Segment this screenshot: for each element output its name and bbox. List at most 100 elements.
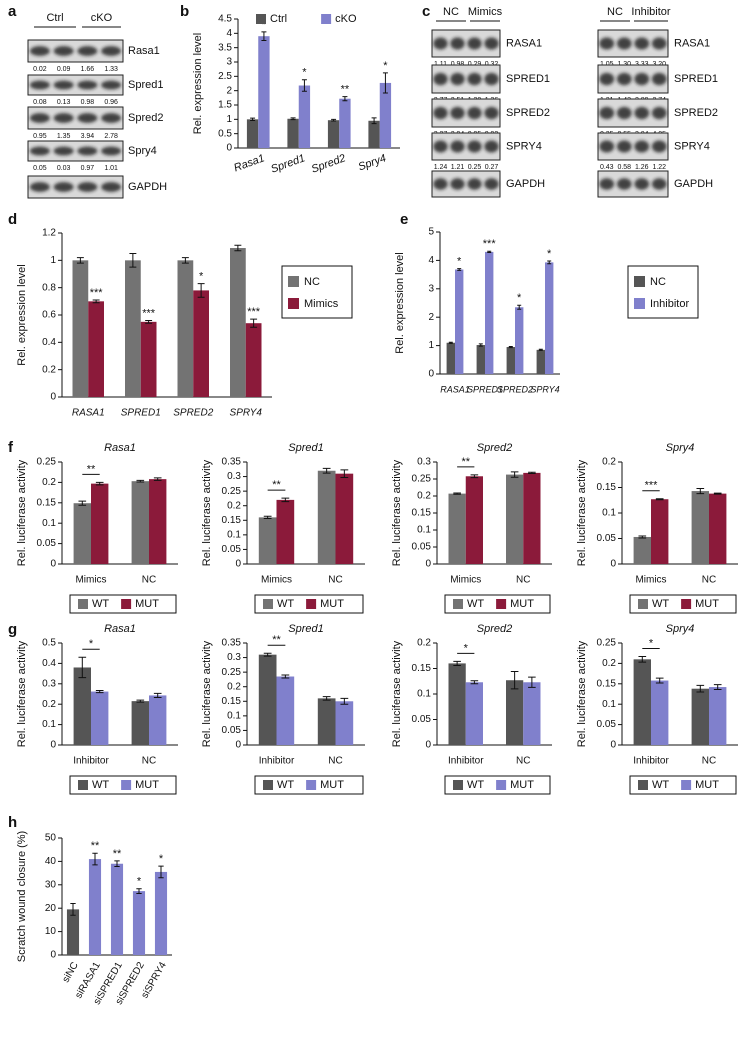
blot-group-label: NC <box>443 6 459 18</box>
y-tick-label: 0.3 <box>227 471 241 482</box>
blot-quant: 0.95 <box>33 133 47 140</box>
blot-band <box>651 72 667 86</box>
blot-quant: 0.43 <box>600 164 614 171</box>
legend-swatch <box>288 276 299 287</box>
y-tick-label: 0 <box>50 740 56 751</box>
error-bar <box>470 680 479 685</box>
significance-label: * <box>457 256 462 268</box>
chart-title: Spred2 <box>477 442 512 454</box>
blot-band <box>634 140 650 153</box>
x-tick-label: Spred2 <box>310 152 347 175</box>
blot-band <box>634 72 650 86</box>
error-bar <box>382 72 388 94</box>
legend-label: MUT <box>320 598 344 610</box>
legend-swatch <box>321 14 332 24</box>
bar <box>506 680 524 745</box>
blot-group-label: NC <box>607 6 623 18</box>
error-bar <box>281 674 290 679</box>
bar <box>91 483 109 564</box>
legend-swatch <box>681 780 692 790</box>
y-tick-label: 0.25 <box>412 474 432 485</box>
blot-row-label: SPRY4 <box>506 140 542 152</box>
legend-box <box>444 594 551 614</box>
y-tick-label: 0.15 <box>412 508 432 519</box>
bar <box>317 698 336 745</box>
x-tick-label: Inhibitor <box>73 756 109 767</box>
legend-swatch <box>634 298 645 309</box>
bar <box>476 345 485 374</box>
x-tick-label: Inhibitor <box>633 756 669 767</box>
legend-box <box>69 594 177 614</box>
blot-band <box>101 80 122 90</box>
blot-band <box>651 140 667 153</box>
panel-label: h <box>8 814 17 831</box>
chart-title: Spred1 <box>288 623 323 635</box>
blot-quant: 3.20 <box>652 61 666 68</box>
legend-label: WT <box>467 598 484 610</box>
y-tick-label: 0 <box>610 559 616 570</box>
blot-quant: 0.58 <box>617 164 631 171</box>
blot-band <box>450 178 465 190</box>
x-tick-label: Mimics <box>75 575 106 586</box>
chart-title: Spry4 <box>666 442 695 454</box>
error-bar <box>301 79 307 92</box>
significance-label: * <box>383 60 388 72</box>
y-tick-label: 0.1 <box>602 508 616 519</box>
x-tick-label: Spred1 <box>269 152 306 175</box>
y-tick-label: 0.2 <box>42 477 56 488</box>
legend-swatch <box>496 599 507 609</box>
y-tick-label: 0.15 <box>597 482 617 493</box>
error-bar <box>655 677 664 684</box>
blot-quant: 1.30 <box>617 61 631 68</box>
panel-label: e <box>400 211 408 228</box>
significance-label: ** <box>87 463 96 475</box>
bar <box>230 248 246 397</box>
legend-swatch <box>78 599 88 609</box>
error-bar <box>76 257 84 264</box>
blot-band <box>77 113 98 123</box>
x-tick-label: SPRY4 <box>530 384 559 394</box>
legend-label: MUT <box>510 779 534 791</box>
y-tick-label: 0.2 <box>227 681 241 692</box>
legend-label: WT <box>92 779 109 791</box>
blot-band <box>467 140 482 153</box>
legend-label: Inhibitor <box>650 298 689 310</box>
legend-swatch <box>256 14 266 24</box>
legend-swatch <box>121 599 132 609</box>
bar <box>448 493 466 564</box>
y-tick-label: 1 <box>50 255 56 266</box>
significance-label: * <box>262 19 267 31</box>
bar <box>446 342 455 374</box>
chart-title: Spry4 <box>666 623 695 635</box>
y-tick-label: 0.05 <box>597 719 617 730</box>
y-tick-label: 0.2 <box>602 457 616 468</box>
legend-label: Ctrl <box>270 13 287 25</box>
blot-quant: 1.66 <box>81 66 95 73</box>
y-axis-label: Rel. luciferase activity <box>16 459 28 566</box>
blot-quant: 1.22 <box>652 164 666 171</box>
y-tick-label: 0.05 <box>37 538 57 549</box>
blot-band <box>77 146 98 156</box>
legend-box <box>629 594 737 614</box>
legend-swatch <box>638 780 648 790</box>
blot-band <box>651 178 667 190</box>
bar <box>317 470 336 564</box>
chart-title: Rasa1 <box>104 442 136 454</box>
blot-row-label: Spred2 <box>128 112 163 124</box>
panel-label: f <box>8 439 14 456</box>
y-tick-label: 40 <box>45 856 57 867</box>
error-bar <box>153 477 162 481</box>
blot-quant: 0.32 <box>485 61 499 68</box>
blot-quant: 0.29 <box>468 61 482 68</box>
blot-band <box>77 80 98 90</box>
x-tick-label: Mimics <box>450 575 481 586</box>
error-bar <box>510 671 519 690</box>
y-tick-label: 50 <box>45 833 57 844</box>
blot-band <box>77 182 98 192</box>
error-bar <box>487 250 492 253</box>
y-tick-label: 0 <box>235 740 241 751</box>
error-bar <box>322 467 331 474</box>
y-tick-label: 0.3 <box>227 652 241 663</box>
y-tick-label: 0.2 <box>42 364 56 375</box>
blot-band <box>450 37 465 50</box>
